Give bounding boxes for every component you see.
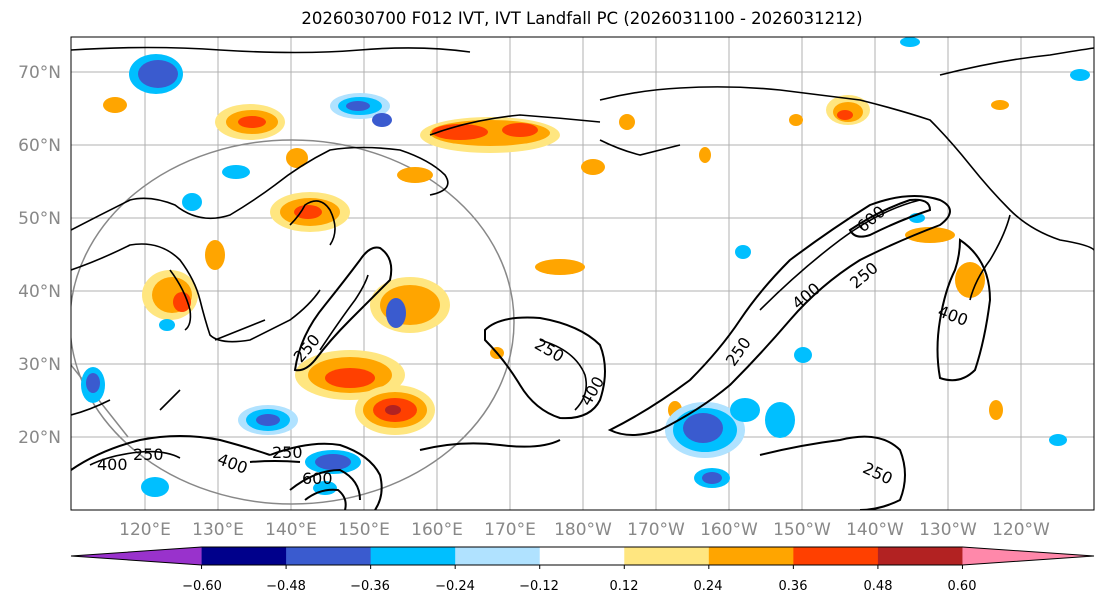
lat-label-50n: 50°N [18,209,61,229]
range-circle [71,139,515,505]
longitude-labels: 120°E 130°E 140°E 150°E 160°E 170°E 180°… [119,520,1050,540]
colorbar-tick-labels: −0.60 −0.48 −0.36 −0.24 −0.12 0.12 0.24 … [182,579,976,594]
colorbar-tick-label: −0.48 [266,579,306,594]
colorbar-extend-high [962,547,1094,565]
lat-label-70n: 70°N [18,63,61,83]
colorbar-swatch [539,547,625,565]
colorbar-swatch [370,547,456,565]
colorbar-tick-label: 0.24 [694,579,723,594]
colorbar-swatch [708,547,794,565]
colorbar-extend-low [71,547,202,565]
map-frame [70,36,1095,511]
colorbar-tick-label: −0.36 [350,579,390,594]
lat-label-20n: 20°N [18,428,61,448]
lon-label-130e: 130°E [192,520,244,540]
lon-label-170w: 170°W [627,520,685,540]
latitude-labels: 70°N 60°N 50°N 40°N 30°N 20°N [18,63,61,448]
lon-label-150e: 150°E [338,520,390,540]
map-title: 2026030700 F012 IVT, IVT Landfall PC (20… [301,9,863,28]
contour-label-400-e: 400 [97,455,128,474]
contour-label-600-b: 600 [302,469,333,488]
colorbar-tick-label: 0.48 [864,579,893,594]
colorbar-swatch [877,547,963,565]
lon-label-140e: 140°E [265,520,317,540]
colorbar-swatch [201,547,287,565]
colorbar-swatch [793,547,879,565]
colorbar-swatch [455,547,541,565]
range-radius-line [71,364,129,438]
coastlines [71,46,1094,416]
colorbar-swatch [286,547,372,565]
lon-label-180w: 180°W [554,520,612,540]
colorbar-tick-label: −0.60 [182,579,222,594]
negative-ivt-patches [81,37,1090,497]
ivt-contours [71,195,992,510]
positive-ivt-patches [103,95,1009,435]
lon-label-160w: 160°W [700,520,758,540]
lon-label-130w: 130°W [919,520,977,540]
lon-label-140w: 140°W [846,520,904,540]
lat-label-30n: 30°N [18,355,61,375]
colorbar-tick-label: −0.12 [519,579,559,594]
colorbar-tick-label: 0.60 [948,579,977,594]
contour-label-250-f: 250 [272,443,303,462]
lon-label-120e: 120°E [119,520,171,540]
colorbar-tick-label: 0.12 [610,579,639,594]
lon-label-160e: 160°E [411,520,463,540]
lon-label-120w: 120°W [992,520,1050,540]
colorbar-tick-label: −0.24 [435,579,475,594]
lat-label-60n: 60°N [18,136,61,156]
lat-label-40n: 40°N [18,282,61,302]
lon-label-150w: 150°W [773,520,831,540]
contour-label-250-g: 250 [133,445,164,464]
lon-label-170e: 170°E [484,520,536,540]
colorbar [70,546,1095,569]
colorbar-tick-label: 0.36 [779,579,808,594]
ivt-shading [81,37,1090,497]
colorbar-swatch [624,547,710,565]
